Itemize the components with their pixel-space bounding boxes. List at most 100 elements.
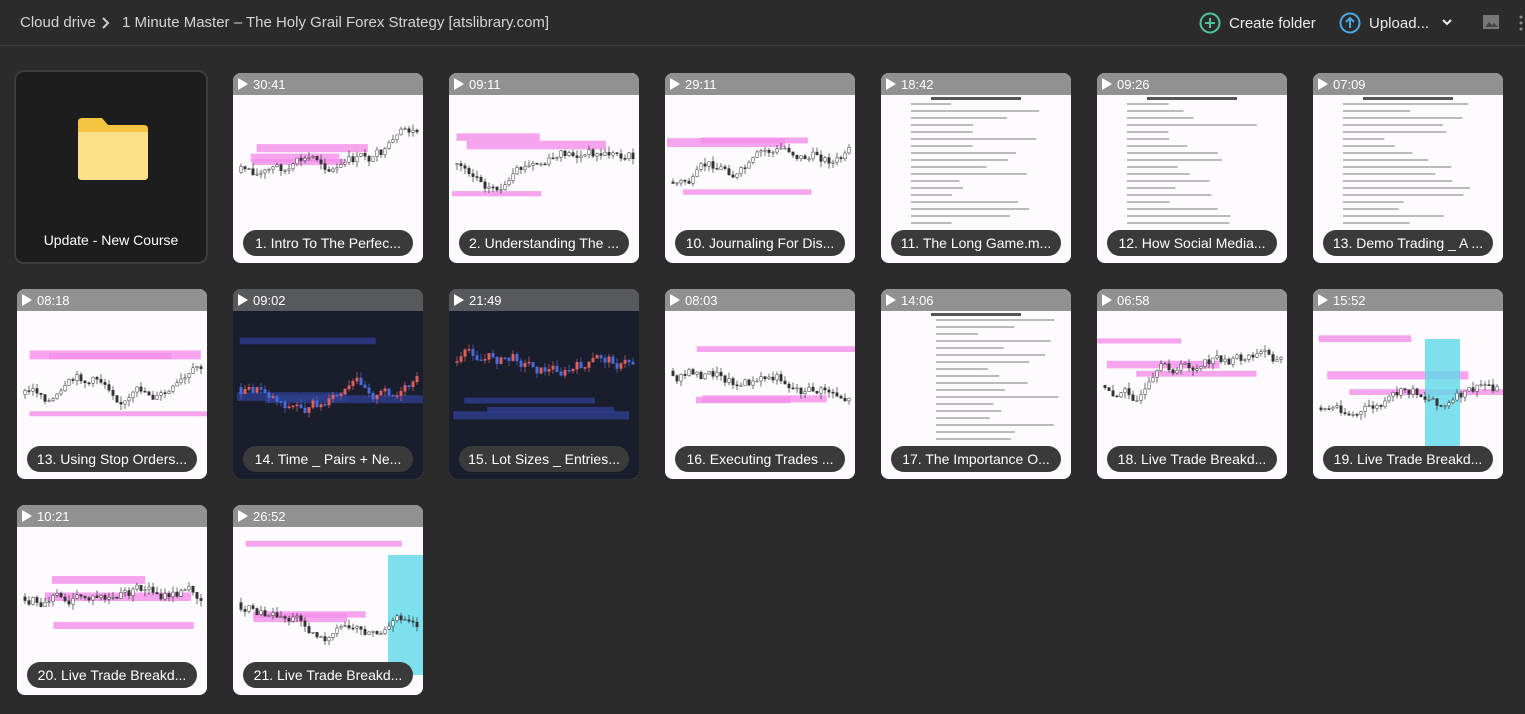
candle-body	[479, 359, 483, 362]
candle-body	[455, 361, 459, 363]
video-tile[interactable]: 26:52 21. Live Trade Breakd...	[233, 505, 423, 695]
candle-body	[1447, 402, 1451, 407]
doc-line	[911, 124, 974, 126]
candle-body	[559, 150, 563, 158]
candle-body	[147, 586, 151, 591]
candle-body	[299, 615, 303, 622]
candle-body	[51, 398, 55, 401]
video-tile[interactable]: 10:21 20. Live Trade Breakd...	[17, 505, 207, 695]
candle-body	[1359, 411, 1363, 416]
candle-body	[279, 401, 283, 403]
candle-body	[463, 349, 467, 357]
doc-line	[1127, 131, 1169, 133]
candle-body	[163, 392, 167, 394]
doc-line	[911, 187, 964, 189]
duration-badge: 07:09	[1313, 73, 1503, 95]
video-tile[interactable]: 06:58 18. Live Trade Breakd...	[1097, 289, 1287, 479]
zone	[667, 138, 786, 148]
file-name: 21. Live Trade Breakd...	[243, 662, 413, 688]
candle-body	[551, 157, 555, 160]
candle-body	[403, 619, 407, 622]
candle-body	[799, 387, 803, 395]
candle-body	[1395, 392, 1399, 396]
video-tile[interactable]: 07:09 13. Demo Trading _ A ...	[1313, 73, 1503, 263]
doc-line	[1127, 215, 1231, 217]
candle-body	[715, 168, 719, 170]
file-name: 12. How Social Media...	[1107, 230, 1277, 256]
candle-body	[703, 373, 707, 379]
candle-body	[1439, 405, 1443, 407]
play-icon	[238, 294, 248, 306]
candle-body	[139, 584, 143, 591]
candle-body	[511, 353, 515, 361]
candle-body	[771, 376, 775, 381]
doc-line	[936, 354, 1046, 356]
video-tile[interactable]: 08:18 13. Using Stop Orders...	[17, 289, 207, 479]
doc-line	[911, 103, 952, 105]
doc-line	[1343, 117, 1463, 119]
candle-body	[587, 361, 591, 368]
candle-body	[387, 625, 391, 630]
candle-body	[291, 616, 295, 622]
candle-body	[735, 173, 739, 178]
candle-body	[151, 586, 155, 593]
candle-body	[583, 367, 587, 369]
candle-body	[1323, 408, 1327, 410]
video-tile[interactable]: 15:52 19. Live Trade Breakd...	[1313, 289, 1503, 479]
candle-body	[755, 151, 759, 158]
candle-body	[1419, 394, 1423, 397]
candle-body	[339, 626, 343, 629]
candle-body	[783, 380, 787, 385]
breadcrumb-root[interactable]: Cloud drive	[20, 14, 96, 31]
candle-body	[1231, 357, 1235, 365]
candle-body	[839, 395, 843, 399]
candle-body	[239, 386, 243, 395]
duration: 26:52	[253, 509, 286, 524]
candle-body	[311, 156, 315, 158]
candle-body	[527, 361, 531, 364]
video-tile[interactable]: 09:11 2. Understanding The ...	[449, 73, 639, 263]
candle-body	[671, 181, 675, 184]
upload-button[interactable]: Upload...	[1339, 12, 1457, 34]
candle-body	[731, 174, 735, 178]
candle-body	[263, 169, 267, 174]
doc-line	[1343, 166, 1452, 168]
video-tile[interactable]: 18:42 11. The Long Game.m...	[881, 73, 1071, 263]
video-tile[interactable]: 14:06 17. The Importance O...	[881, 289, 1071, 479]
folder-icon	[78, 118, 148, 180]
candle-body	[687, 180, 691, 184]
candle-body	[719, 166, 723, 170]
candle-body	[1167, 363, 1171, 371]
candle-body	[507, 357, 511, 361]
folder-tile[interactable]: Update - New Course	[14, 70, 208, 264]
candle-body	[475, 355, 479, 361]
candle-body	[1407, 389, 1411, 395]
create-folder-button[interactable]: Create folder	[1199, 12, 1316, 34]
doc-title	[1363, 97, 1453, 100]
candle-body	[147, 391, 151, 396]
video-tile[interactable]: 21:49 15. Lot Sizes _ Entries...	[449, 289, 639, 479]
candle-body	[87, 597, 91, 601]
candle-body	[51, 595, 55, 602]
candle-body	[83, 595, 87, 598]
doc-line	[1127, 117, 1194, 119]
duration: 14:06	[901, 293, 934, 308]
candle-body	[331, 168, 335, 172]
more-menu[interactable]	[1517, 14, 1525, 32]
candle-body	[551, 365, 555, 370]
view-toggle[interactable]	[1482, 14, 1500, 30]
file-name: 16. Executing Trades ...	[675, 446, 845, 472]
video-tile[interactable]: 29:11 10. Journaling For Dis...	[665, 73, 855, 263]
candle-body	[275, 164, 279, 168]
video-tile[interactable]: 30:41 1. Intro To The Perfec...	[233, 73, 423, 263]
duration-badge: 09:02	[233, 289, 423, 311]
candle-body	[1103, 385, 1107, 388]
video-tile[interactable]: 09:02 14. Time _ Pairs + Ne...	[233, 289, 423, 479]
candle-body	[835, 392, 839, 397]
video-tile[interactable]: 09:26 12. How Social Media...	[1097, 73, 1287, 263]
candle-body	[383, 629, 387, 635]
candle-body	[787, 147, 791, 153]
file-name: 20. Live Trade Breakd...	[27, 662, 197, 688]
doc-line	[911, 138, 1037, 140]
video-tile[interactable]: 08:03 16. Executing Trades ...	[665, 289, 855, 479]
